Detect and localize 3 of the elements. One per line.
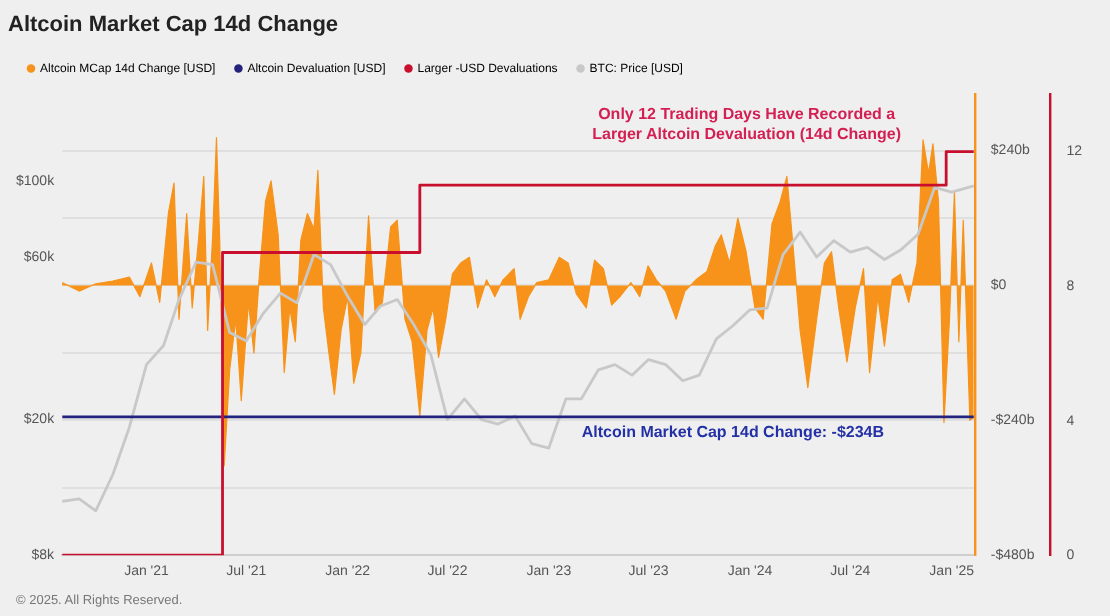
chart-title: Altcoin Market Cap 14d Change [8,13,339,38]
annotation: Altcoin Market Cap 14d Change: -$234B [581,423,885,442]
annotation: Only 12 Trading Days Have Recorded a Larger Altcoin Devaluation (14d Change) [592,104,902,143]
